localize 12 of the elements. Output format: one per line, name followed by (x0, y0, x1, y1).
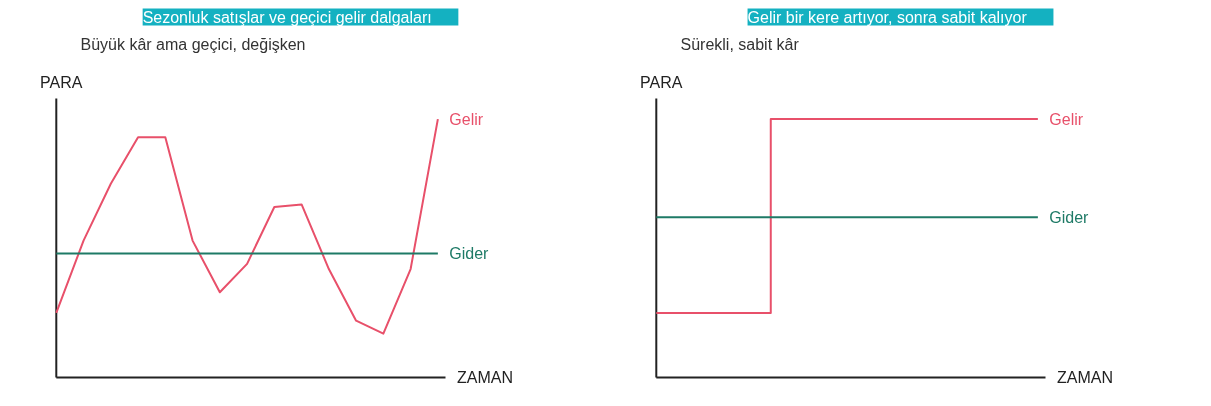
x-axis-title: ZAMAN (456, 369, 513, 387)
y-axis-title: PARA (640, 73, 683, 91)
series-label: Gelir (449, 110, 484, 128)
y-axis-title: PARA (40, 73, 83, 91)
chart-title: Sezonluk satışlar ve geçici gelir dalgaları (142, 8, 432, 26)
series-label: Gelir (1049, 110, 1084, 128)
chart-subtitle: Sürekli, sabit kâr (680, 35, 800, 53)
chart-title: Gelir bir kere artıyor, sonra sabit kalıyor (747, 8, 1028, 26)
series-label: Gider (449, 245, 490, 263)
chart-subtitle: Büyük kâr ama geçici, değişken (80, 35, 306, 53)
series-label: Gider (1049, 208, 1090, 226)
x-axis-title: ZAMAN (1056, 369, 1113, 387)
